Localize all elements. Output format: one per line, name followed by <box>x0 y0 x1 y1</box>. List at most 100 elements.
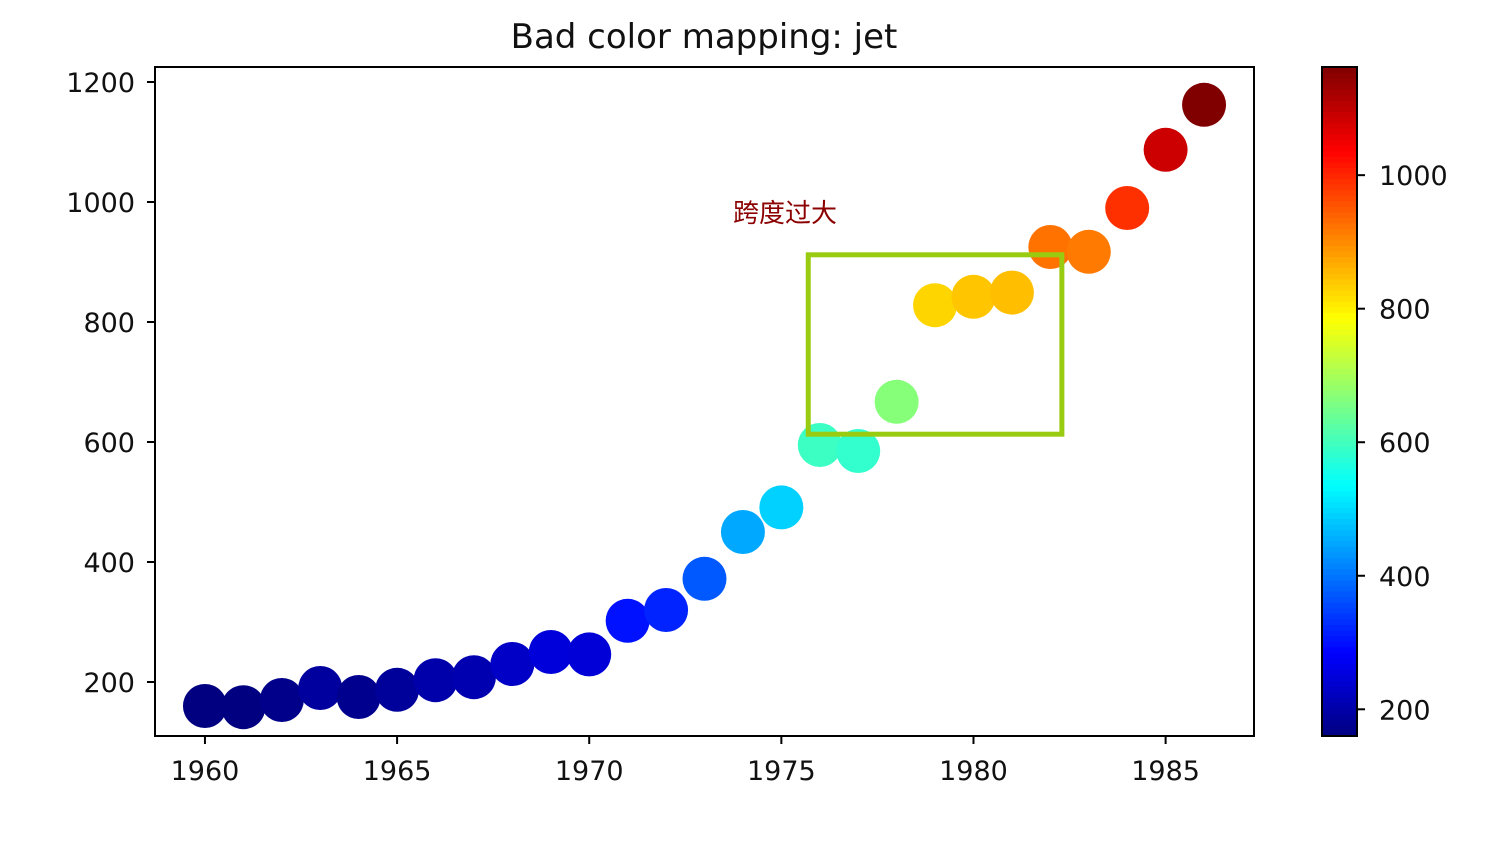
data-point <box>797 423 842 467</box>
colorbar-segment <box>1322 283 1357 291</box>
colorbar-segment <box>1322 334 1357 341</box>
y-tick-label: 1200 <box>66 68 135 99</box>
colorbar-segment <box>1322 601 1357 609</box>
data-point <box>298 666 343 710</box>
colorbar-segment <box>1322 506 1357 514</box>
colorbar-segment <box>1322 551 1357 559</box>
x-tick-label: 1975 <box>747 756 816 787</box>
colorbar-segment <box>1322 545 1357 553</box>
colorbar-segment <box>1322 490 1357 497</box>
colorbar-segment <box>1322 239 1357 246</box>
colorbar-segment <box>1322 133 1357 140</box>
colorbar-segment <box>1322 596 1357 603</box>
colorbar-segment <box>1322 484 1357 492</box>
colorbar-segment <box>1322 540 1357 547</box>
colorbar-segment <box>1322 205 1357 213</box>
colorbar-segment <box>1322 261 1357 269</box>
colorbar-segment <box>1322 155 1357 163</box>
axes-frame <box>154 66 1255 737</box>
colorbar-segment <box>1322 557 1357 564</box>
colorbar-segment <box>1322 105 1357 113</box>
colorbar-segment <box>1322 77 1357 85</box>
colorbar-segment <box>1322 94 1357 101</box>
colorbar-segment <box>1322 707 1357 715</box>
colorbar-segment <box>1322 217 1357 224</box>
colorbar-segment <box>1322 663 1357 670</box>
colorbar-segment <box>1322 401 1357 408</box>
colorbar-segment <box>1322 367 1357 375</box>
data-point <box>1028 225 1073 269</box>
colorbar-segment <box>1322 267 1357 274</box>
colorbar-segment <box>1322 111 1357 118</box>
data-point <box>336 675 381 719</box>
colorbar-segment <box>1322 456 1357 464</box>
colorbar-segment <box>1322 211 1357 219</box>
data-point <box>951 274 996 319</box>
colorbar-segment <box>1322 473 1357 481</box>
data-point <box>605 598 650 643</box>
colorbar-segment <box>1322 651 1357 659</box>
colorbar-segment <box>1322 233 1357 241</box>
data-point <box>1143 127 1188 172</box>
data-point <box>375 667 420 712</box>
colorbar-segment <box>1322 702 1357 709</box>
colorbar-segment <box>1322 389 1357 397</box>
data-point <box>1066 229 1111 274</box>
colorbar-segment <box>1322 679 1357 687</box>
x-tick-label: 1960 <box>171 756 240 787</box>
data-point <box>259 678 304 722</box>
colorbar-segment <box>1322 479 1357 486</box>
data-point <box>567 632 612 677</box>
colorbar-tick-label: 400 <box>1379 562 1431 593</box>
colorbar-segment <box>1322 378 1357 386</box>
colorbar-segment <box>1322 518 1357 525</box>
colorbar-segment <box>1322 718 1357 726</box>
data-point <box>759 485 804 530</box>
colorbar-segment <box>1322 138 1357 146</box>
colorbar-segment <box>1322 172 1357 179</box>
x-tick-label: 1985 <box>1131 756 1200 787</box>
colorbar-segment <box>1322 724 1357 731</box>
colorbar-segment <box>1322 612 1357 620</box>
colorbar-segment <box>1322 690 1357 698</box>
colorbar-segment <box>1322 373 1357 380</box>
colorbar-segment <box>1322 607 1357 614</box>
colorbar-segment <box>1322 646 1357 653</box>
colorbar-segment <box>1322 250 1357 258</box>
data-point <box>182 684 227 728</box>
colorbar-segment <box>1322 116 1357 124</box>
colorbar-segment <box>1322 618 1357 625</box>
data-point <box>221 685 266 730</box>
colorbar-segment <box>1322 178 1357 185</box>
colorbar-segment <box>1322 406 1357 414</box>
colorbar-tick-label: 600 <box>1379 428 1431 459</box>
y-tick-label: 600 <box>83 428 135 459</box>
annotation-text: 跨度过大 <box>733 199 837 229</box>
colorbar-segment <box>1322 144 1357 152</box>
data-point <box>413 658 458 703</box>
colorbar-segment <box>1322 685 1357 692</box>
colorbar-segment <box>1322 272 1357 280</box>
data-point <box>1182 82 1227 127</box>
colorbar-segment <box>1322 579 1357 586</box>
colorbar-segment <box>1322 72 1357 79</box>
colorbar-segment <box>1322 300 1357 308</box>
colorbar-segment <box>1322 534 1357 542</box>
colorbar-segment <box>1322 350 1357 358</box>
colorbar-tick-label: 1000 <box>1379 161 1448 192</box>
colorbar-segment <box>1322 568 1357 575</box>
data-point <box>528 630 573 674</box>
data-point <box>836 429 881 473</box>
colorbar-segment <box>1322 222 1357 230</box>
colorbar-segment <box>1322 624 1357 631</box>
colorbar-segment <box>1322 495 1357 503</box>
colorbar-segment <box>1322 99 1357 107</box>
data-point <box>490 642 535 686</box>
colorbar-segment <box>1322 189 1357 196</box>
colorbar-segment <box>1322 462 1357 469</box>
colorbar-segment <box>1322 657 1357 665</box>
colorbar-segment <box>1322 322 1357 330</box>
colorbar-tick-label: 800 <box>1379 295 1431 326</box>
